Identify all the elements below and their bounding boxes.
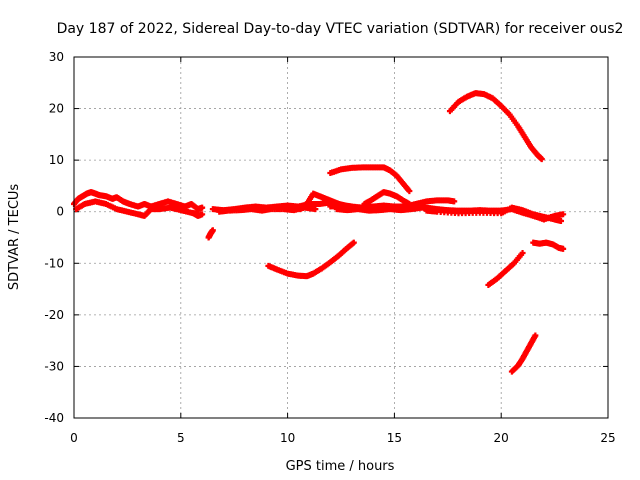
data-point — [406, 188, 413, 195]
data-point — [199, 204, 206, 211]
series-band-16-23-lower — [423, 204, 565, 224]
series-plateau-12-15.7 — [327, 164, 413, 195]
series-flat-21.5-23 — [530, 239, 567, 252]
data-point — [519, 249, 526, 256]
series-u-9-13 — [265, 239, 357, 280]
y-tick-label: 30 — [49, 50, 64, 64]
data-point — [199, 211, 206, 218]
series-band-0-6-lower — [73, 198, 201, 219]
data-point — [560, 245, 567, 252]
series-rise-19.4-21 — [485, 249, 526, 288]
tick-labels: 0 5 10 15 20 25 -40 -30 -20 -10 0 10 20 30 — [44, 50, 615, 445]
x-tick-label: 25 — [600, 431, 615, 445]
x-tick-label: 15 — [387, 431, 402, 445]
x-tick-label: 5 — [177, 431, 185, 445]
data-point — [558, 217, 565, 224]
series-arc-14-15.5 — [361, 189, 413, 207]
y-tick-label: -10 — [44, 256, 64, 270]
data-point — [532, 332, 539, 339]
chart-title: Day 187 of 2022, Sidereal Day-to-day VTE… — [57, 21, 624, 37]
data-point — [560, 211, 567, 218]
y-tick-label: -20 — [44, 308, 64, 322]
y-tick-label: -40 — [44, 411, 64, 425]
x-tick-label: 10 — [280, 431, 295, 445]
series-rise-20.5-21.6 — [508, 332, 539, 375]
data-point — [538, 156, 545, 163]
x-tick-label: 20 — [494, 431, 509, 445]
plot-frame — [73, 56, 609, 419]
x-axis-label: GPS time / hours — [286, 459, 395, 474]
data-points — [71, 90, 567, 375]
data-point — [209, 227, 216, 234]
data-point — [350, 239, 357, 246]
y-tick-label: 10 — [49, 153, 64, 167]
y-tick-label: 0 — [56, 205, 64, 219]
series-isolated-6.4 — [205, 227, 216, 241]
series-peak-17.6-21.9 — [446, 90, 545, 163]
y-tick-label: -30 — [44, 359, 64, 373]
series-band-0-6 — [71, 189, 206, 213]
y-tick-label: 20 — [49, 102, 64, 116]
series-band-6-12-lower — [216, 204, 319, 215]
y-axis-label: SDTVAR / TECUs — [7, 184, 22, 291]
data-point — [312, 206, 319, 213]
data-point — [451, 198, 458, 205]
x-tick-label: 0 — [70, 431, 78, 445]
series-dip-6 — [190, 210, 206, 219]
